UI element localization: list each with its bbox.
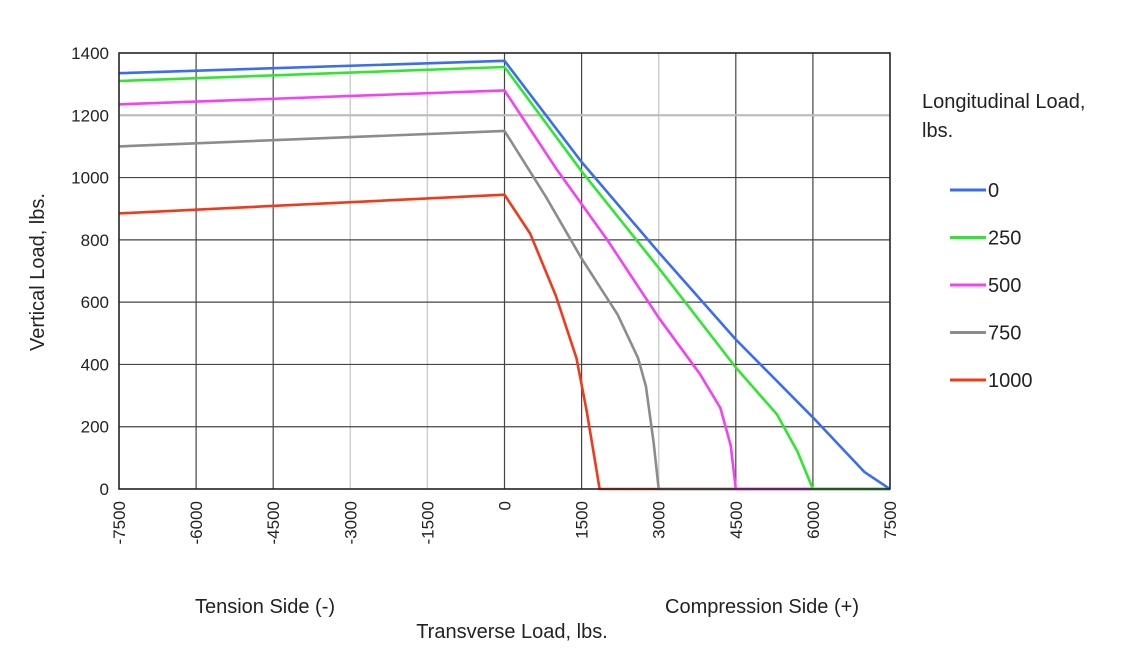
series-line-0: [118, 59, 891, 491]
x-tick-label: 0: [496, 501, 515, 510]
x-tick-label: 3000: [650, 501, 669, 539]
x-tick-label: -4500: [264, 501, 283, 544]
y-tick-label: 1400: [71, 44, 109, 63]
legend-label: 500: [988, 275, 1021, 297]
legend-items: 0 250 500 750 1000: [950, 180, 1033, 392]
y-tick-label: 400: [81, 355, 109, 374]
legend-label: 750: [988, 323, 1021, 345]
x-tick-label: 7500: [881, 501, 900, 539]
x-tick-label: -1500: [418, 501, 437, 544]
y-axis-label: Vertical Load, lbs.: [27, 193, 49, 351]
x-side-label-left: Tension Side (-): [195, 596, 335, 618]
series-layer: [118, 59, 891, 491]
x-axis-label: Transverse Load, lbs.: [416, 621, 608, 643]
x-tick-label: 6000: [804, 501, 823, 539]
series-line-1000: [118, 193, 890, 491]
series-line-250: [118, 65, 890, 491]
y-tick-label: 0: [100, 480, 109, 499]
legend: Longitudinal Load, lbs. 0 250 500 750 1000: [922, 91, 1085, 392]
y-tick-label: 1200: [71, 106, 109, 125]
x-tick-label: 4500: [727, 501, 746, 539]
series-line-500: [118, 89, 890, 491]
y-tick-label: 800: [81, 231, 109, 250]
tick-labels: 0 200 400 600 800 1000 1200 1400 -7500 -6000 -4500…: [71, 44, 900, 544]
x-tick-label: -3000: [341, 501, 360, 544]
y-tick-label: 600: [81, 293, 109, 312]
legend-label: 250: [988, 228, 1021, 250]
x-tick-label: -6000: [187, 501, 206, 544]
legend-title-line2: lbs.: [922, 120, 953, 142]
y-tick-label: 200: [81, 418, 109, 437]
x-tick-label: -7500: [110, 501, 129, 544]
x-tick-label: 1500: [573, 501, 592, 539]
legend-label: 0: [988, 180, 999, 202]
y-tick-label: 1000: [71, 169, 109, 188]
legend-title-line1: Longitudinal Load,: [922, 91, 1085, 113]
series-line-750: [118, 129, 890, 491]
plot-frame: [118, 52, 891, 490]
grid: [118, 52, 891, 490]
x-side-label-right: Compression Side (+): [665, 596, 859, 618]
legend-label: 1000: [988, 370, 1033, 392]
